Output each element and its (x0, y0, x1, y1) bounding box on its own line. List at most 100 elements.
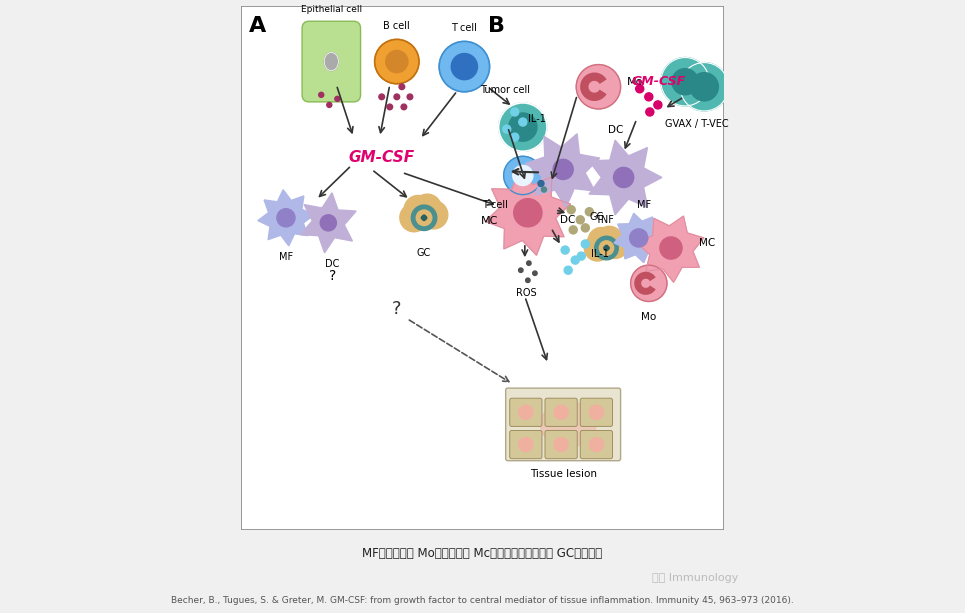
Text: GM-CSF: GM-CSF (348, 150, 415, 165)
Circle shape (614, 167, 634, 188)
Circle shape (554, 438, 568, 452)
Circle shape (424, 216, 427, 219)
Circle shape (654, 101, 662, 109)
Text: T cell: T cell (452, 23, 478, 33)
Circle shape (629, 229, 648, 247)
Text: GM-CSF: GM-CSF (632, 75, 686, 88)
Circle shape (631, 265, 667, 302)
Polygon shape (589, 140, 662, 215)
Text: GVAX / T-VEC: GVAX / T-VEC (666, 119, 729, 129)
Circle shape (636, 85, 644, 93)
FancyBboxPatch shape (240, 6, 725, 530)
Circle shape (554, 405, 568, 419)
Circle shape (423, 215, 426, 218)
Text: ?: ? (329, 269, 336, 283)
Polygon shape (485, 170, 570, 255)
Circle shape (565, 266, 572, 274)
FancyBboxPatch shape (580, 430, 613, 459)
Text: MF：巨噬细胞 Mo：单核细胞 Mc：单核细胞衍生细胞 GC：粒细胞: MF：巨噬细胞 Mo：单核细胞 Mc：单核细胞衍生细胞 GC：粒细胞 (363, 547, 602, 560)
Circle shape (590, 405, 603, 419)
Circle shape (413, 194, 441, 223)
Polygon shape (525, 134, 599, 208)
Polygon shape (614, 213, 663, 262)
Circle shape (596, 226, 622, 253)
Circle shape (387, 104, 393, 110)
FancyBboxPatch shape (580, 398, 613, 427)
Circle shape (503, 125, 510, 133)
Circle shape (400, 84, 404, 89)
Circle shape (680, 63, 729, 111)
Circle shape (420, 200, 448, 229)
Circle shape (672, 69, 699, 95)
Text: Mo: Mo (626, 77, 643, 86)
Circle shape (512, 166, 533, 186)
Text: Epithelial cell: Epithelial cell (301, 5, 362, 14)
Circle shape (439, 42, 489, 92)
FancyBboxPatch shape (302, 21, 361, 102)
Polygon shape (300, 193, 356, 253)
Circle shape (400, 204, 428, 232)
Text: B cell: B cell (383, 21, 410, 31)
Circle shape (538, 180, 544, 186)
Text: ROS: ROS (515, 288, 537, 299)
Circle shape (526, 278, 530, 283)
Circle shape (335, 96, 340, 101)
Circle shape (660, 237, 682, 259)
Circle shape (510, 108, 519, 116)
Circle shape (407, 94, 413, 100)
Text: A: A (249, 16, 266, 36)
Circle shape (571, 256, 579, 264)
Text: T cell: T cell (482, 200, 508, 210)
Circle shape (509, 113, 537, 141)
Circle shape (569, 226, 577, 234)
Text: IL-1: IL-1 (528, 114, 546, 124)
Circle shape (690, 73, 718, 101)
Circle shape (519, 405, 533, 419)
Text: DC: DC (608, 125, 623, 135)
Circle shape (599, 241, 614, 255)
Circle shape (518, 268, 523, 272)
Circle shape (499, 103, 547, 151)
Circle shape (661, 58, 709, 106)
Text: GC: GC (590, 212, 603, 222)
Circle shape (645, 93, 653, 101)
Circle shape (510, 133, 519, 141)
Circle shape (605, 248, 608, 251)
Circle shape (416, 210, 431, 226)
Circle shape (588, 227, 615, 254)
Circle shape (576, 216, 584, 224)
Circle shape (404, 196, 432, 224)
Circle shape (327, 102, 332, 107)
Circle shape (533, 271, 538, 275)
FancyBboxPatch shape (545, 398, 577, 427)
Circle shape (320, 215, 337, 231)
Ellipse shape (540, 402, 596, 447)
Circle shape (411, 205, 437, 230)
Circle shape (561, 246, 569, 254)
FancyBboxPatch shape (510, 430, 542, 459)
Circle shape (576, 64, 620, 109)
Circle shape (423, 218, 426, 221)
Circle shape (541, 187, 546, 192)
Circle shape (577, 252, 586, 260)
Circle shape (567, 206, 575, 214)
Circle shape (590, 438, 603, 452)
Circle shape (386, 50, 408, 73)
Text: Becher, B., Tugues, S. & Greter, M. GM-CSF: from growth factor to central mediat: Becher, B., Tugues, S. & Greter, M. GM-C… (171, 596, 794, 605)
Ellipse shape (324, 53, 339, 70)
Text: Mo: Mo (641, 311, 656, 322)
Text: Tissue lesion: Tissue lesion (530, 469, 596, 479)
Circle shape (519, 118, 527, 126)
Text: DC: DC (561, 215, 576, 225)
Text: MF: MF (279, 252, 293, 262)
Circle shape (504, 156, 542, 194)
FancyBboxPatch shape (510, 398, 542, 427)
Circle shape (374, 39, 419, 84)
Polygon shape (258, 189, 314, 246)
FancyBboxPatch shape (545, 430, 577, 459)
Circle shape (594, 236, 619, 260)
Polygon shape (637, 216, 703, 282)
Text: B: B (487, 16, 505, 36)
Circle shape (401, 104, 406, 110)
Text: GC: GC (417, 248, 431, 258)
